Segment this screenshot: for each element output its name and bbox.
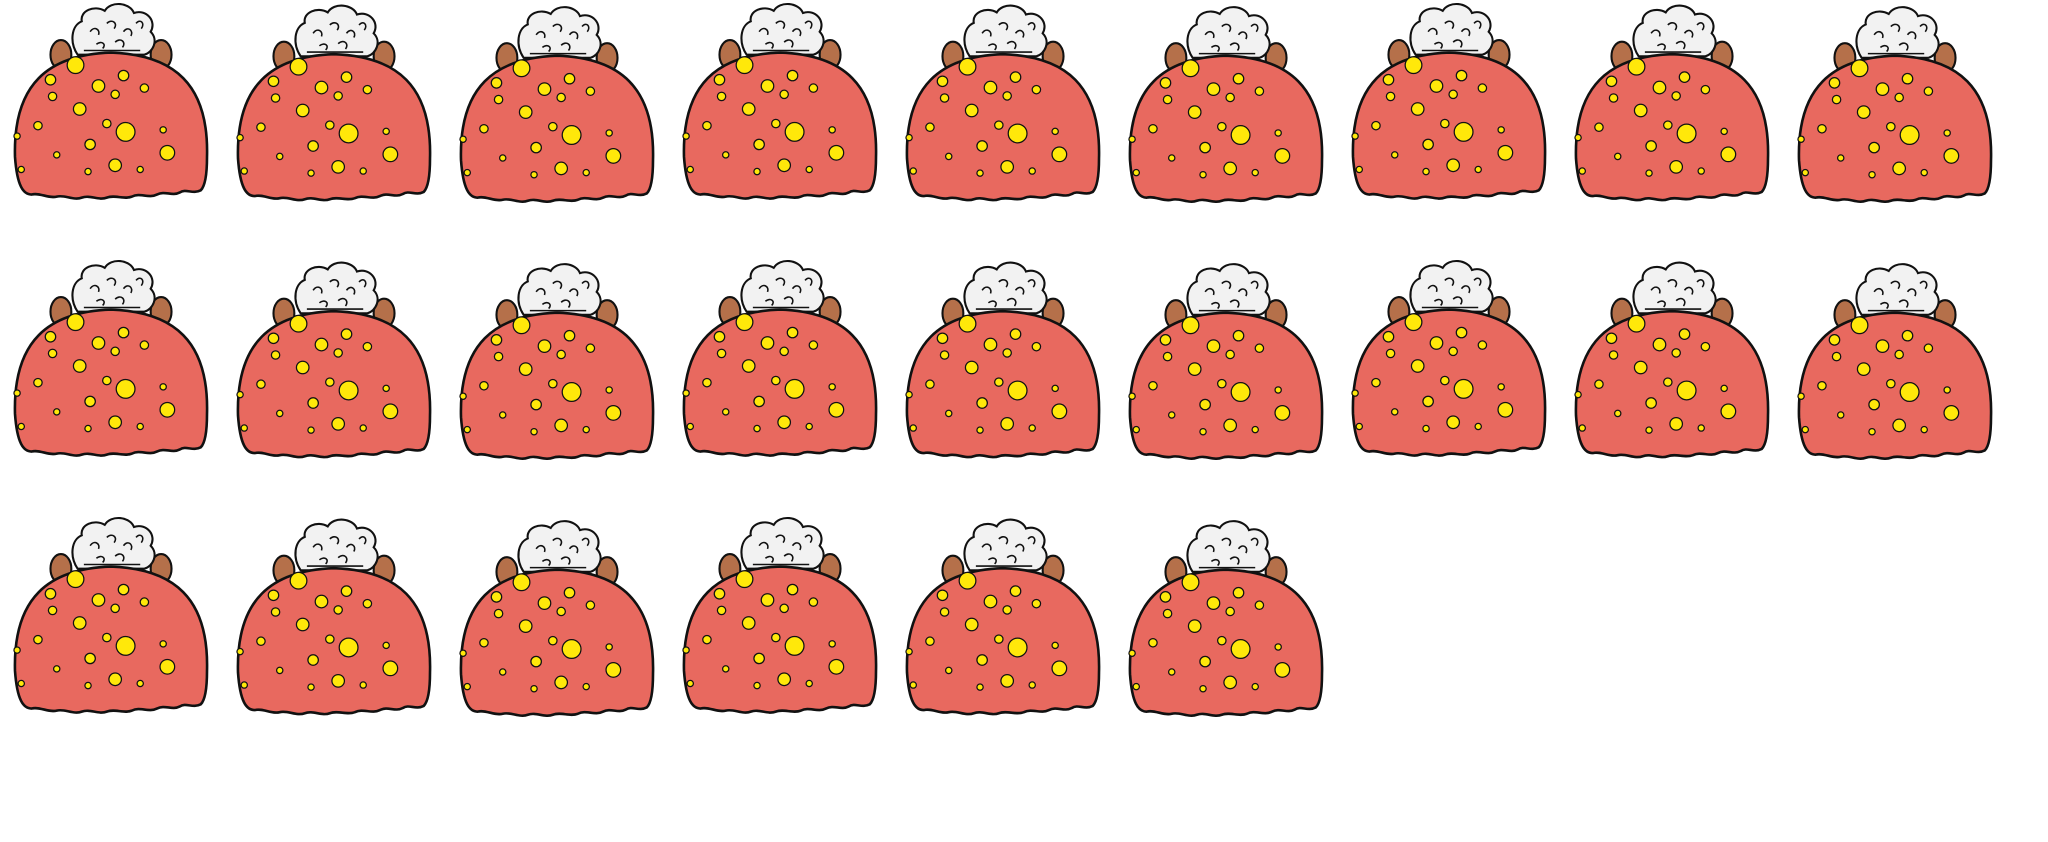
hooded-spotted-blob-character-icon <box>458 5 655 203</box>
hooded-spotted-blob-character-icon <box>1350 2 1547 200</box>
sprite-frame <box>675 259 885 499</box>
hooded-spotted-blob-character-icon <box>1350 259 1547 457</box>
hooded-spotted-blob-character-icon <box>235 261 432 459</box>
hooded-spotted-blob-character-icon <box>235 518 432 716</box>
sprite-frame <box>6 2 216 242</box>
sprite-frame <box>675 2 885 242</box>
sprite-frame <box>1344 2 1554 242</box>
hooded-spotted-blob-character-icon <box>1127 5 1324 203</box>
hooded-spotted-blob-character-icon <box>904 518 1101 716</box>
hooded-spotted-blob-character-icon <box>681 2 878 200</box>
hooded-spotted-blob-character-icon <box>1127 519 1324 717</box>
hooded-spotted-blob-character-icon <box>1796 262 1993 460</box>
hooded-spotted-blob-character-icon <box>681 259 878 457</box>
sprite-frame <box>1121 516 1331 756</box>
hooded-spotted-blob-character-icon <box>458 262 655 460</box>
hooded-spotted-blob-character-icon <box>681 516 878 714</box>
sprite-frame <box>452 259 662 499</box>
sprite-frame <box>898 259 1108 499</box>
hooded-spotted-blob-character-icon <box>1573 261 1770 459</box>
sprite-frame <box>452 516 662 756</box>
sprite-frame <box>229 516 439 756</box>
sprite-frame <box>1121 2 1331 242</box>
hooded-spotted-blob-character-icon <box>12 2 209 200</box>
hooded-spotted-blob-character-icon <box>1796 5 1993 203</box>
hooded-spotted-blob-character-icon <box>12 259 209 457</box>
hooded-spotted-blob-character-icon <box>904 261 1101 459</box>
sprite-frame <box>675 516 885 756</box>
sprite-frame <box>6 259 216 499</box>
hooded-spotted-blob-character-icon <box>1573 4 1770 202</box>
hooded-spotted-blob-character-icon <box>904 4 1101 202</box>
sprite-frame <box>1567 259 1777 499</box>
sprite-frame <box>6 516 216 756</box>
sprite-frame <box>1790 259 2000 499</box>
sprite-frame <box>229 259 439 499</box>
hooded-spotted-blob-character-icon <box>458 519 655 717</box>
sprite-frame <box>898 2 1108 242</box>
sprite-frame <box>1790 2 2000 242</box>
hooded-spotted-blob-character-icon <box>12 516 209 714</box>
sprite-frame <box>1567 2 1777 242</box>
hooded-spotted-blob-character-icon <box>1127 262 1324 460</box>
sprite-frame <box>452 2 662 242</box>
hooded-spotted-blob-character-icon <box>235 4 432 202</box>
sprite-frame <box>898 516 1108 756</box>
sprite-frame <box>229 2 439 242</box>
sprite-frame <box>1121 259 1331 499</box>
sprite-frame <box>1344 259 1554 499</box>
